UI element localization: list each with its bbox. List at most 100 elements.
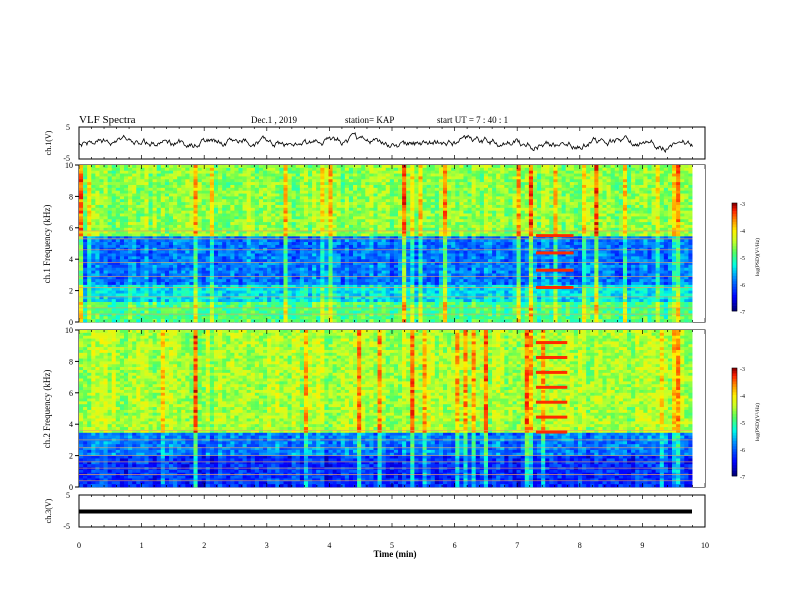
spectrogram-cell bbox=[157, 211, 161, 214]
spectrogram-cell bbox=[177, 271, 181, 274]
vlf-spectra-figure: VLF Spectra Dec.1 , 2019 station= KAP st… bbox=[0, 0, 792, 612]
spectrogram-cell bbox=[149, 279, 153, 282]
spectrogram-cell bbox=[140, 211, 144, 214]
spectrogram-cell bbox=[124, 208, 128, 211]
spectrogram-cell bbox=[177, 228, 181, 231]
spectrogram-cell bbox=[140, 196, 144, 199]
spectrogram-cell bbox=[161, 165, 165, 168]
spectrogram-cell bbox=[181, 293, 185, 296]
spectrogram-cell bbox=[140, 242, 144, 245]
spectrogram-cell bbox=[79, 196, 83, 199]
spectrogram-cell bbox=[185, 208, 189, 211]
spectrogram-cell bbox=[144, 208, 148, 211]
spectrogram-cell bbox=[128, 194, 132, 197]
spectrogram-cell bbox=[104, 185, 108, 188]
spectrogram-cell bbox=[140, 191, 144, 194]
spectrogram-cell bbox=[104, 253, 108, 256]
spectrogram-cell bbox=[181, 245, 185, 248]
spectrogram-cell bbox=[79, 191, 83, 194]
spectrogram-cell bbox=[120, 245, 124, 248]
spectrogram-cell bbox=[136, 291, 140, 294]
spectrogram-cell bbox=[91, 194, 95, 197]
spectrogram-cell bbox=[136, 188, 140, 191]
spectrogram-cell bbox=[116, 199, 120, 202]
spectrogram-cell bbox=[144, 191, 148, 194]
spectrogram-cell bbox=[149, 228, 153, 231]
spectrogram-cell bbox=[181, 205, 185, 208]
spectrogram-cell bbox=[169, 248, 173, 251]
spectrogram-cell bbox=[132, 202, 136, 205]
spectrogram-cell bbox=[112, 182, 116, 185]
spectrogram-cell bbox=[104, 182, 108, 185]
spectrogram-cell bbox=[83, 176, 87, 179]
spectrogram-cell bbox=[140, 271, 144, 274]
spectrogram-cell bbox=[140, 171, 144, 174]
spectrogram-cell bbox=[104, 214, 108, 217]
spectrogram-cell bbox=[165, 182, 169, 185]
spectrogram-cell bbox=[157, 299, 161, 302]
spectrogram-cell bbox=[99, 234, 103, 237]
spectrogram-cell bbox=[124, 205, 128, 208]
spectrogram-cell bbox=[128, 176, 132, 179]
spectrogram-cell bbox=[132, 194, 136, 197]
spectrogram-cell bbox=[140, 256, 144, 259]
spectrogram-cell bbox=[165, 214, 169, 217]
spectrogram-cell bbox=[87, 168, 91, 171]
spectrogram-cell bbox=[99, 168, 103, 171]
spectrogram-cell bbox=[140, 165, 144, 168]
spectrogram-cell bbox=[79, 205, 83, 208]
spectrogram-cell bbox=[181, 291, 185, 294]
spectrogram-cell bbox=[112, 291, 116, 294]
spectrogram-cell bbox=[136, 251, 140, 254]
spectrogram-cell bbox=[108, 302, 112, 305]
spectrogram-cell bbox=[169, 251, 173, 254]
spectrogram-cell bbox=[116, 225, 120, 228]
spectrogram-cell bbox=[128, 171, 132, 174]
spectrogram-cell bbox=[112, 302, 116, 305]
spectrogram-cell bbox=[120, 171, 124, 174]
spectrogram-cell bbox=[116, 174, 120, 177]
spectrogram-cell bbox=[91, 182, 95, 185]
spectrogram-cell bbox=[169, 311, 173, 314]
spectrogram-cell bbox=[149, 211, 153, 214]
spectrogram-cell bbox=[91, 251, 95, 254]
spectrogram-cell bbox=[95, 271, 99, 274]
spectrogram-cell bbox=[157, 199, 161, 202]
spectrogram-cell bbox=[165, 245, 169, 248]
spectrogram-cell bbox=[132, 228, 136, 231]
spectrogram-cell bbox=[79, 311, 83, 314]
spectrogram-cell bbox=[185, 242, 189, 245]
spectrogram-cell bbox=[120, 194, 124, 197]
spectrogram-cell bbox=[157, 245, 161, 248]
spectrogram-cell bbox=[108, 214, 112, 217]
spectrogram-cell bbox=[153, 211, 157, 214]
spectrogram-cell bbox=[169, 242, 173, 245]
spectrogram-cell bbox=[83, 211, 87, 214]
spectrogram-cell bbox=[140, 268, 144, 271]
spectrogram-cell bbox=[87, 179, 91, 182]
spectrogram-cell bbox=[91, 279, 95, 282]
spectrogram-cell bbox=[116, 253, 120, 256]
spectrogram-cell bbox=[165, 216, 169, 219]
spectrogram-cell bbox=[153, 279, 157, 282]
spectrogram-cell bbox=[136, 268, 140, 271]
spectrogram-cell bbox=[120, 225, 124, 228]
spectrogram-cell bbox=[181, 174, 185, 177]
spectrogram-cell bbox=[91, 311, 95, 314]
spectrogram-cell bbox=[144, 311, 148, 314]
spectrogram-cell bbox=[132, 234, 136, 237]
spectrogram-cell bbox=[112, 268, 116, 271]
spectrogram-cell bbox=[153, 205, 157, 208]
spectrogram-cell bbox=[157, 251, 161, 254]
spectrogram-cell bbox=[95, 242, 99, 245]
spectrogram-cell bbox=[132, 222, 136, 225]
spectrogram-cell bbox=[169, 214, 173, 217]
spectrogram-cell bbox=[128, 268, 132, 271]
spectrogram-cell bbox=[144, 216, 148, 219]
spectrogram-cell bbox=[177, 194, 181, 197]
spectrogram-cell bbox=[153, 174, 157, 177]
spectrogram-cell bbox=[91, 225, 95, 228]
spectrogram-cell bbox=[108, 311, 112, 314]
spectrogram-cell bbox=[116, 239, 120, 242]
spectrogram-cell bbox=[120, 282, 124, 285]
